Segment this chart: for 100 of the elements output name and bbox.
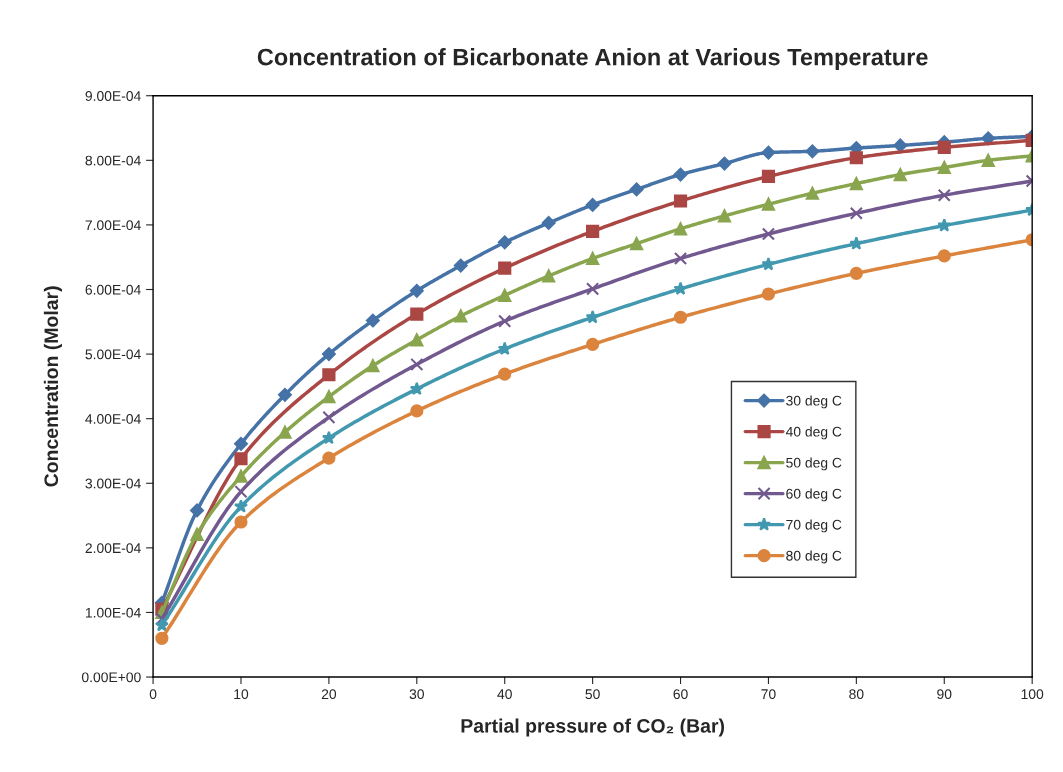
point	[761, 197, 776, 211]
point	[497, 235, 512, 250]
point	[454, 309, 468, 323]
point	[322, 410, 336, 424]
x-tick-label: 60	[673, 689, 688, 700]
point	[849, 176, 863, 191]
y-axis-title: Concentration (Molar)	[43, 286, 62, 487]
y-tick-label: 8.00E-04	[85, 155, 141, 166]
y-tick-label: 1.00E-04	[85, 607, 141, 618]
y-tick-label: 7.00E-04	[85, 220, 141, 231]
point	[937, 188, 951, 202]
point	[366, 359, 380, 373]
point	[673, 167, 688, 182]
point	[849, 206, 863, 220]
y-tick-label: 6.00E-04	[85, 284, 141, 295]
point	[673, 251, 688, 266]
point	[322, 368, 336, 382]
point	[673, 281, 688, 295]
point	[673, 310, 688, 324]
point	[410, 307, 424, 321]
point	[849, 266, 863, 280]
point	[805, 144, 820, 159]
point	[154, 618, 169, 632]
point	[322, 390, 336, 404]
point	[278, 387, 292, 402]
point	[541, 216, 556, 230]
point	[409, 283, 424, 298]
point	[717, 156, 732, 171]
point	[498, 261, 512, 275]
point	[981, 153, 995, 167]
point	[673, 194, 688, 208]
point	[234, 469, 248, 483]
y-tick-label: 3.00E-04	[85, 478, 141, 489]
x-tick-label: 80	[849, 689, 864, 700]
chart-title: Concentration of Bicarbonate Anion at Various Temperature	[257, 48, 928, 71]
point	[410, 404, 424, 418]
point	[761, 169, 776, 184]
point	[322, 451, 336, 465]
x-tick-label: 10	[234, 689, 249, 700]
point	[234, 515, 248, 529]
point	[937, 249, 951, 263]
x-axis-title: Partial pressure of CO₂ (Bar)	[461, 718, 725, 737]
point	[761, 227, 776, 241]
point	[586, 224, 600, 238]
y-tick-label: 5.00E-04	[85, 349, 141, 360]
point	[586, 282, 600, 296]
point	[410, 333, 424, 347]
x-tick-label: 90	[937, 689, 952, 700]
legend-label: 60 deg C	[786, 488, 842, 502]
point	[321, 430, 336, 445]
point	[761, 145, 776, 160]
legend-label: 50 deg C	[786, 457, 842, 471]
point	[761, 257, 776, 271]
point	[849, 151, 863, 165]
point	[586, 337, 600, 351]
point	[673, 222, 688, 236]
point	[629, 182, 644, 197]
point	[893, 167, 907, 182]
legend-label: 80 deg C	[786, 550, 842, 564]
point	[155, 631, 169, 645]
x-tick-label: 30	[409, 689, 424, 700]
point	[498, 288, 512, 302]
point	[498, 367, 512, 381]
point	[937, 218, 952, 232]
x-tick-label: 0	[149, 689, 157, 700]
point	[497, 341, 512, 356]
y-tick-label: 2.00E-04	[85, 543, 141, 554]
point	[805, 186, 819, 200]
point	[278, 425, 292, 439]
y-tick-label: 0.00E+00	[81, 672, 141, 683]
x-tick-label: 20	[321, 689, 337, 700]
point	[234, 452, 248, 466]
point	[585, 197, 600, 212]
point	[234, 485, 248, 499]
legend-label: 30 deg C	[786, 395, 842, 409]
point	[365, 313, 380, 328]
point	[849, 236, 864, 250]
point	[321, 347, 336, 362]
point	[409, 381, 424, 396]
point	[629, 237, 644, 251]
x-tick-label: 70	[761, 689, 776, 700]
point	[937, 160, 951, 175]
point	[585, 309, 600, 324]
point	[893, 138, 908, 153]
x-tick-label: 100	[1021, 689, 1044, 700]
point	[453, 258, 468, 273]
point	[586, 251, 600, 266]
point	[717, 209, 732, 223]
point	[498, 314, 512, 328]
legend-label: 40 deg C	[785, 426, 842, 440]
point	[410, 357, 424, 372]
x-tick-label: 50	[585, 689, 600, 700]
point	[937, 140, 951, 154]
point	[761, 287, 776, 301]
y-tick-label: 4.00E-04	[85, 414, 141, 424]
y-tick-label: 9.00E-04	[85, 91, 141, 101]
point	[190, 503, 204, 518]
x-tick-label: 40	[497, 689, 512, 700]
point	[234, 499, 248, 513]
point	[234, 436, 248, 451]
